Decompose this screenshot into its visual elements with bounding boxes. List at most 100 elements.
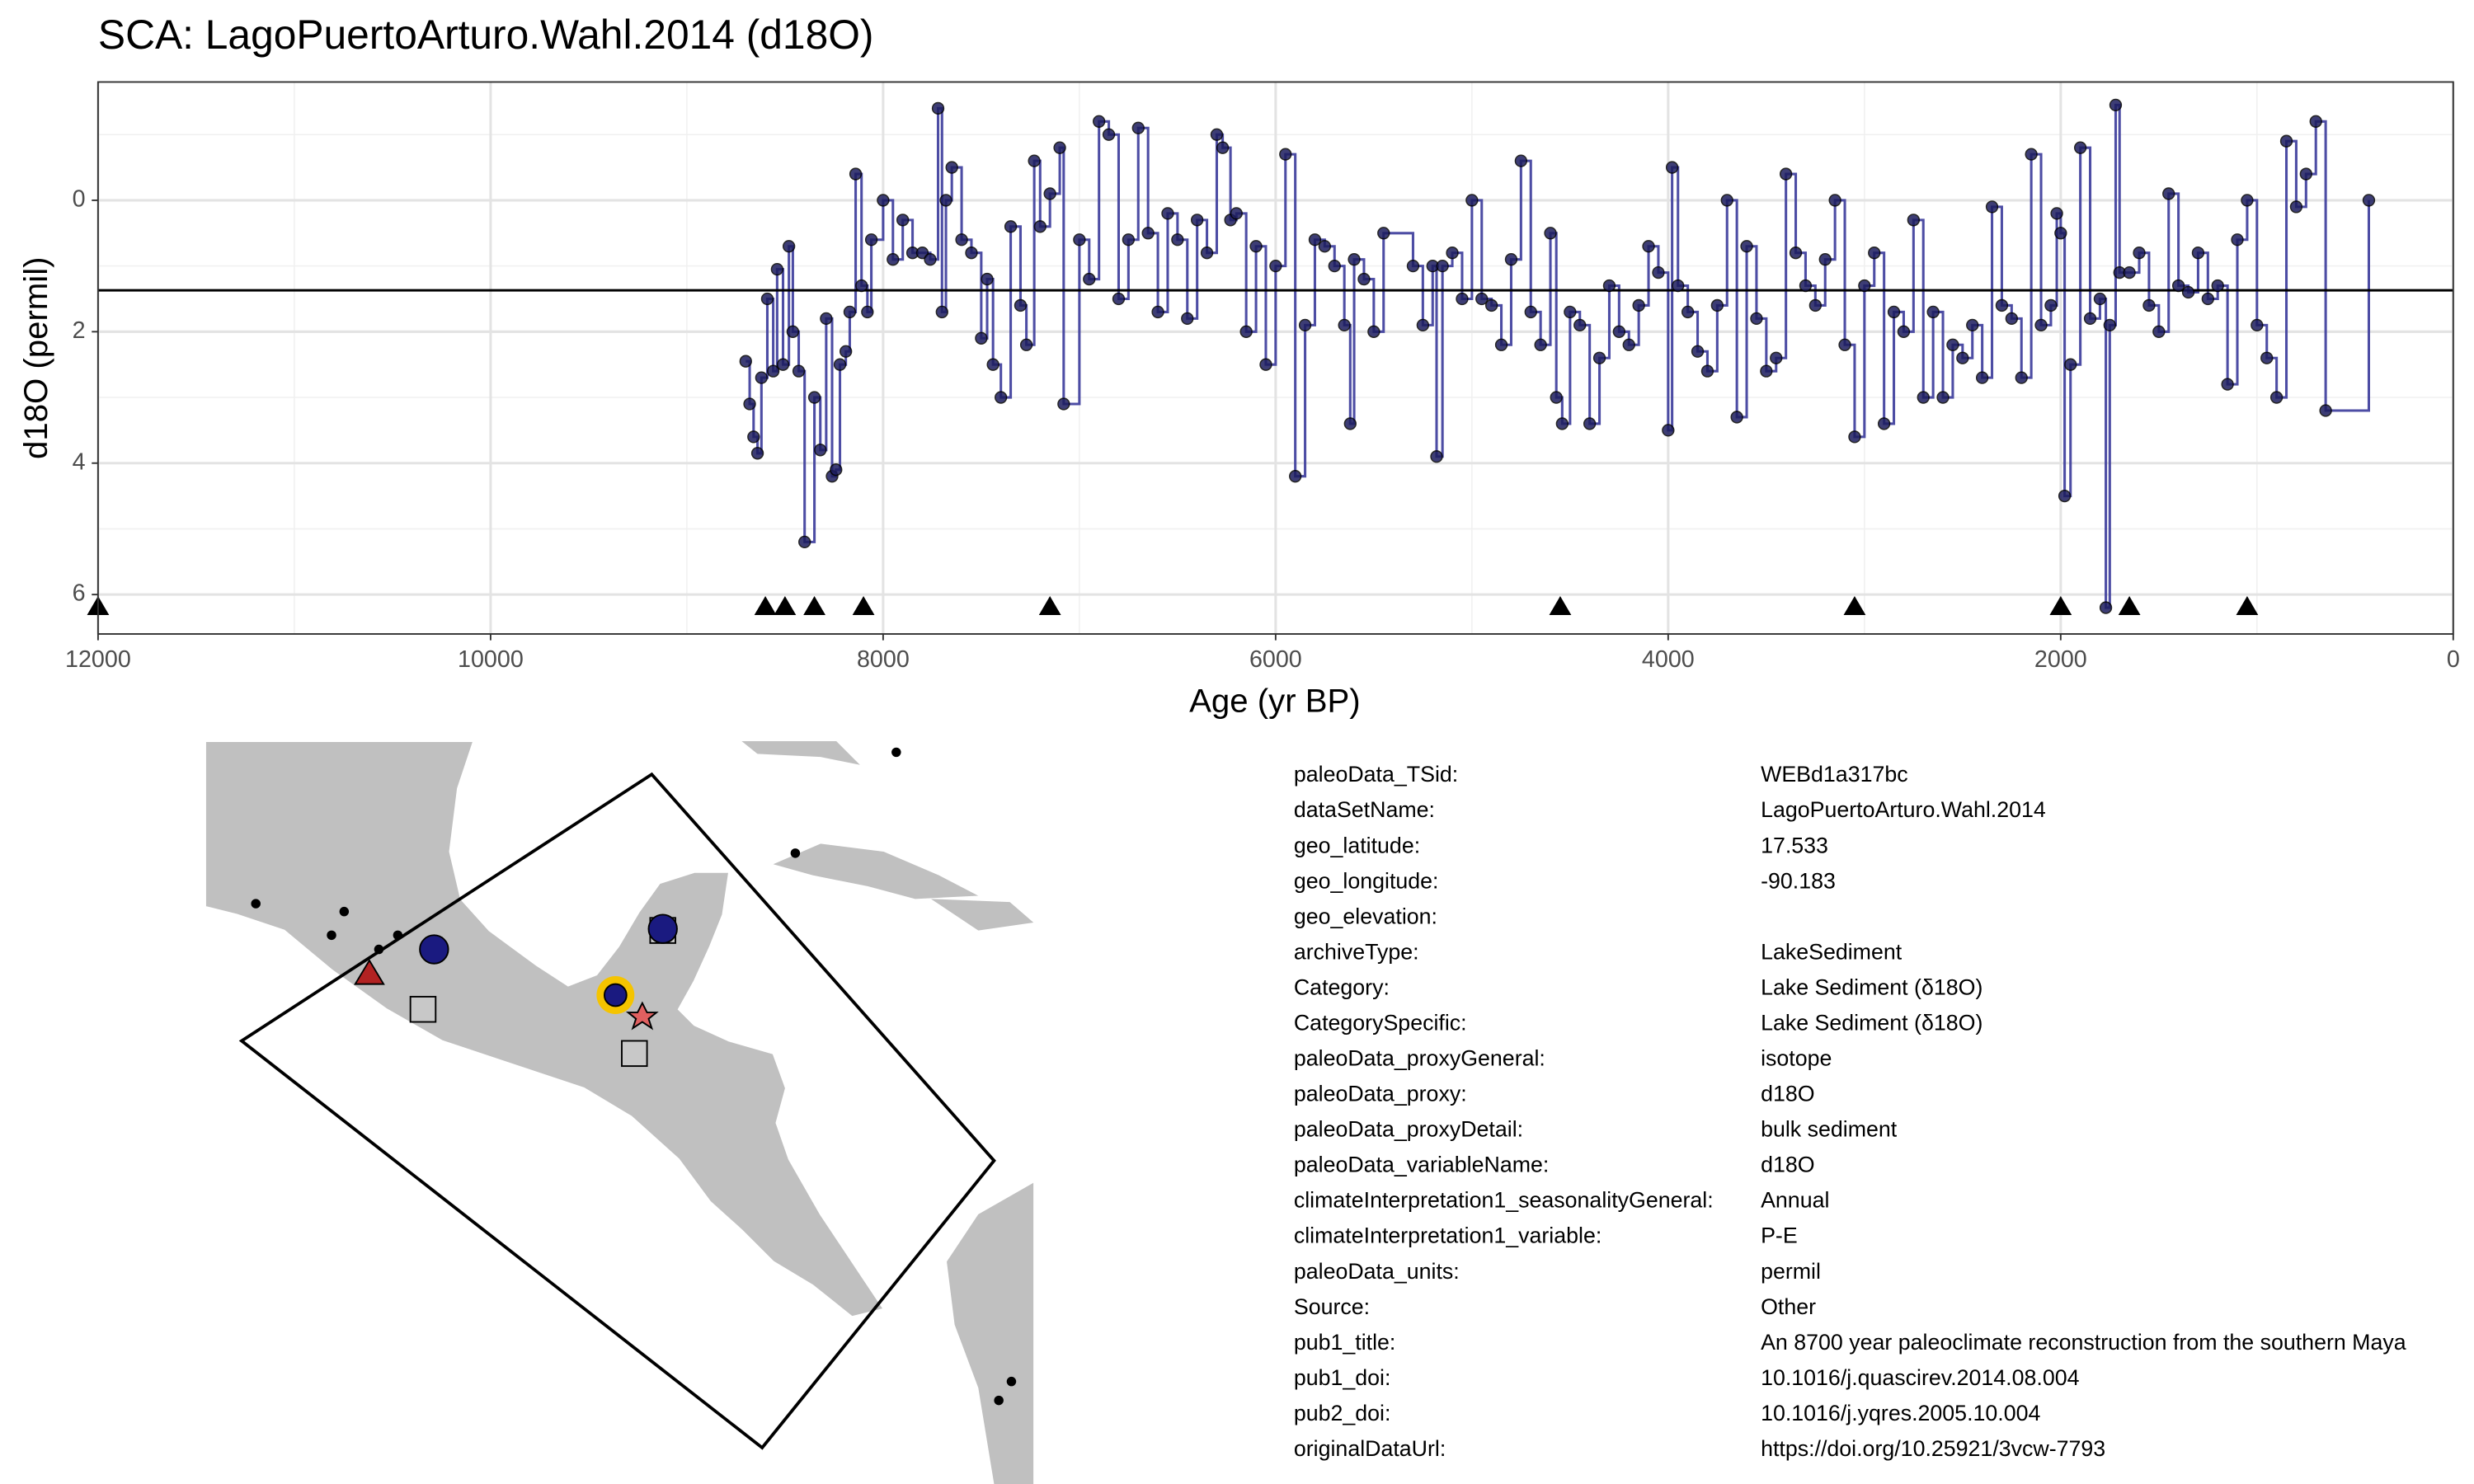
data-point <box>965 247 978 260</box>
data-point <box>747 430 760 444</box>
x-tick-label: 6000 <box>1249 646 1302 673</box>
data-point <box>2251 318 2264 332</box>
site-circle <box>419 934 449 965</box>
data-point <box>807 391 821 404</box>
data-point <box>2064 358 2077 371</box>
data-point <box>2191 247 2205 260</box>
meta-key: Source: <box>1294 1294 1370 1319</box>
map <box>205 741 1034 1484</box>
data-point <box>1917 391 1930 404</box>
data-point <box>2015 371 2028 384</box>
data-point <box>1239 325 1253 338</box>
data-point <box>1818 253 1832 266</box>
data-point <box>786 325 800 338</box>
data-point <box>2025 148 2038 161</box>
data-point <box>1877 417 1891 430</box>
data-point <box>1848 430 1861 444</box>
data-point <box>1700 364 1714 378</box>
data-point <box>2044 298 2058 312</box>
x-tick-label: 0 <box>2447 646 2460 673</box>
x-tick-label: 8000 <box>857 646 910 673</box>
data-point <box>887 253 900 266</box>
data-point <box>1181 312 1194 326</box>
data-point <box>750 447 764 460</box>
data-point <box>1956 351 1969 364</box>
data-point <box>1436 259 1449 273</box>
data-point <box>955 233 968 247</box>
data-point <box>2181 285 2195 299</box>
meta-value: LakeSediment <box>1761 939 1903 964</box>
data-point <box>2221 378 2234 391</box>
meta-value: Lake Sediment (δ18O) <box>1761 1010 1982 1035</box>
data-point <box>1328 259 1341 273</box>
meta-key: geo_longitude: <box>1294 868 1439 893</box>
data-point <box>1216 141 1230 154</box>
data-point <box>864 233 878 247</box>
data-point <box>1966 318 1979 332</box>
meta-key: Category: <box>1294 974 1390 999</box>
data-point <box>814 444 827 457</box>
data-point <box>743 397 756 411</box>
metadata-table: paleoData_TSid: WEBd1a317bc dataSetName: La… <box>1294 762 2406 1461</box>
meta-key: pub2_doi: <box>1294 1401 1391 1425</box>
panel-border <box>96 81 2454 635</box>
data-point <box>1720 194 1733 207</box>
data-point <box>935 305 948 319</box>
data-point <box>2211 279 2224 293</box>
data-point <box>2133 247 2146 260</box>
data-point <box>2142 298 2156 312</box>
data-point <box>1112 292 1126 306</box>
data-point <box>995 391 1008 404</box>
data-point <box>1534 338 1547 351</box>
land-cuba <box>773 843 979 899</box>
x-tick-label: 2000 <box>2034 646 2087 673</box>
data-point <box>1555 417 1569 430</box>
data-point <box>1210 128 1224 141</box>
data-point <box>2299 167 2312 181</box>
data-point <box>1730 411 1743 424</box>
data-point <box>798 535 811 549</box>
data-point <box>830 463 843 477</box>
data-point <box>1926 305 1940 319</box>
data-point <box>1592 351 1606 364</box>
data-point <box>1808 298 1822 312</box>
data-point <box>1564 305 1577 319</box>
chron-control-point <box>2118 596 2141 616</box>
meta-key: paleoData_proxyGeneral: <box>1294 1046 1545 1071</box>
data-point <box>1171 233 1184 247</box>
meta-value: 10.1016/j.quascirev.2014.08.004 <box>1761 1365 2080 1390</box>
site-triangle <box>354 959 385 985</box>
meta-value: 10.1016/j.yqres.2005.10.004 <box>1761 1401 2040 1425</box>
data-point <box>981 272 994 286</box>
y-axis-label: d18O (permil) <box>17 256 54 458</box>
data-point <box>2054 227 2067 240</box>
data-point <box>1249 240 1263 253</box>
data-point <box>1740 240 1753 253</box>
data-point <box>1524 305 1537 319</box>
data-point <box>1662 424 1675 437</box>
data-point <box>2152 325 2166 338</box>
meta-key: originalDataUrl: <box>1294 1436 1446 1461</box>
meta-value: bulk sediment <box>1761 1117 1898 1142</box>
data-point <box>1102 128 1116 141</box>
data-point <box>1279 148 1292 161</box>
data-point <box>1985 200 1999 214</box>
site-circle <box>647 913 678 944</box>
land-hispaniola <box>930 899 1034 931</box>
data-point <box>792 364 806 378</box>
data-point <box>1475 292 1489 306</box>
data-point <box>896 214 910 227</box>
data-point <box>1343 417 1357 430</box>
site-star <box>625 1001 659 1031</box>
data-point <box>2201 292 2214 306</box>
data-point <box>1897 325 1911 338</box>
data-point <box>840 345 853 358</box>
meta-value: LagoPuertoArturo.Wahl.2014 <box>1761 797 2046 822</box>
y-tick-label: 6 <box>73 580 86 607</box>
chron-control-point <box>2049 596 2072 616</box>
data-point <box>931 101 945 115</box>
data-point <box>2171 279 2185 293</box>
meta-key: CategorySpecific: <box>1294 1010 1467 1035</box>
meta-value: WEBd1a317bc <box>1761 762 1908 787</box>
